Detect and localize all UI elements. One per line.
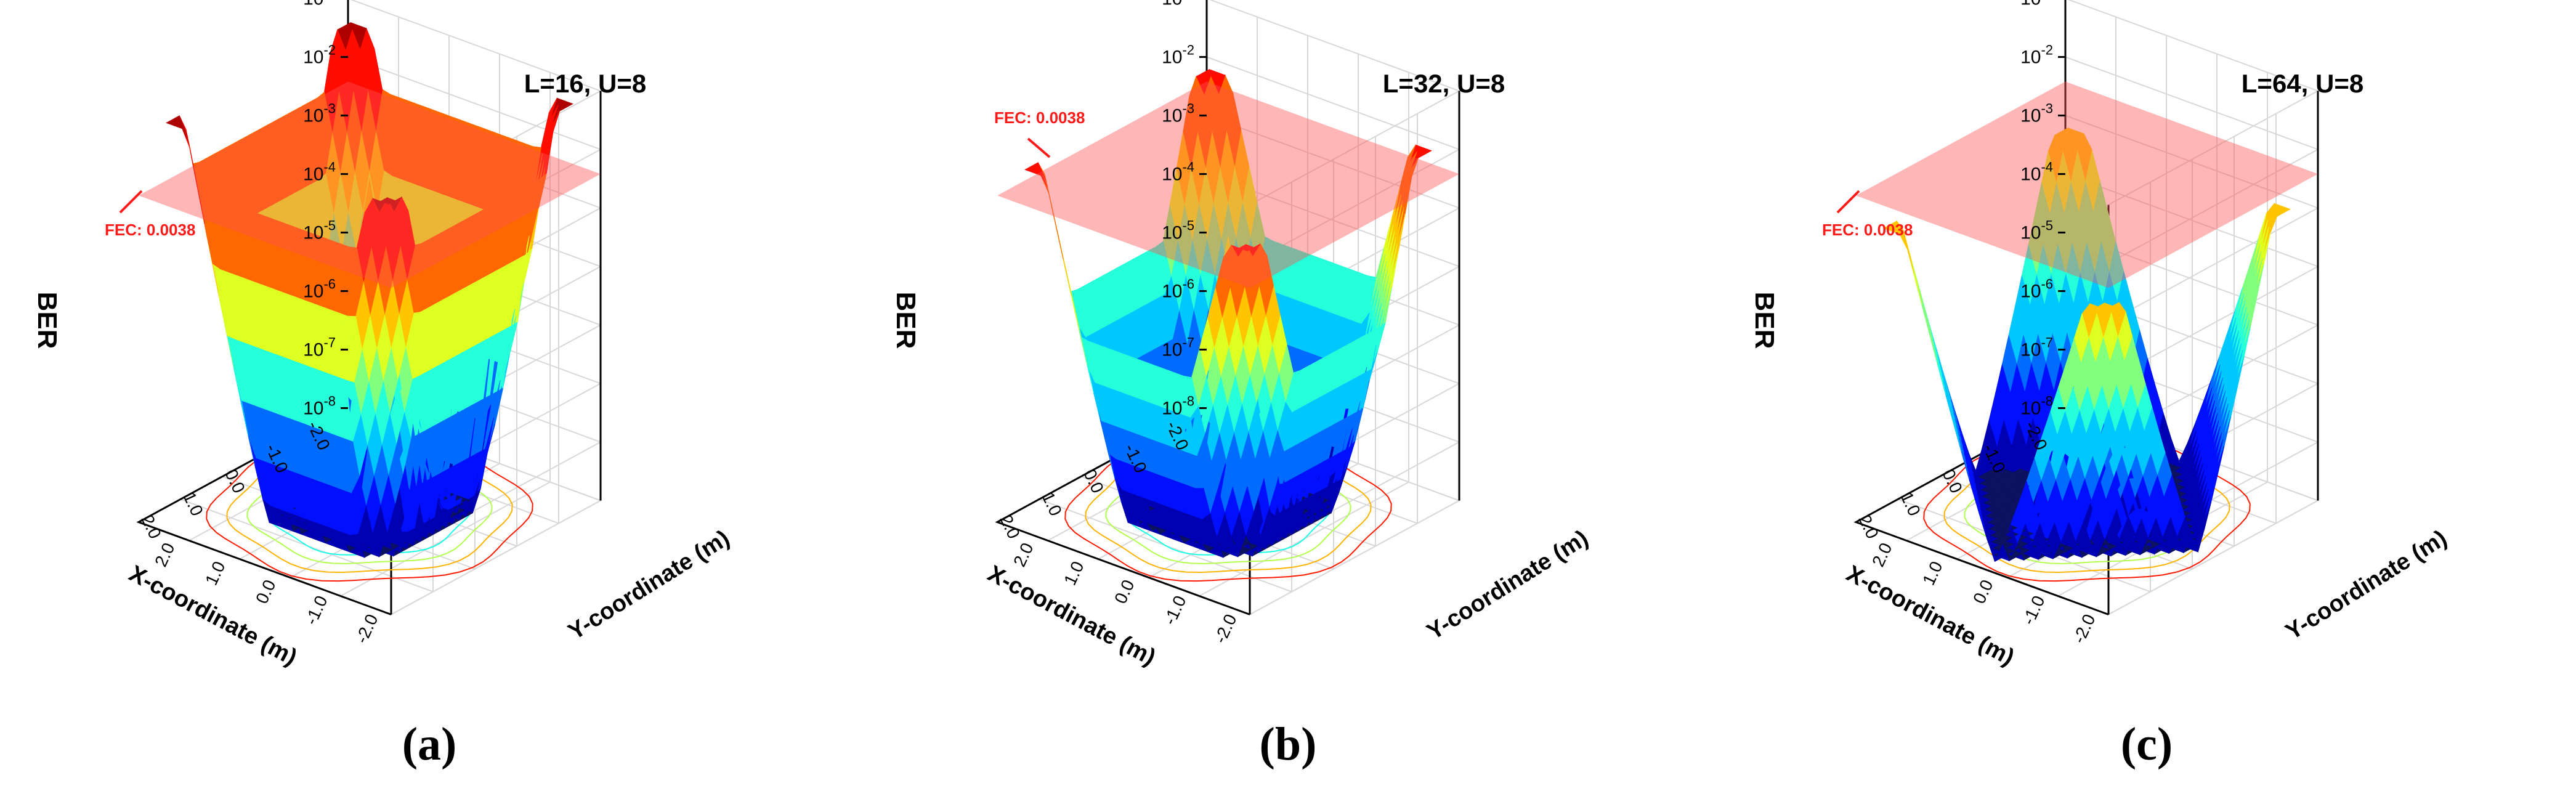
y-tick-label: 1.0 — [1919, 558, 1946, 588]
panel-c: 10-810-710-610-510-410-310-210-1-2.0-1.0… — [1717, 0, 2576, 791]
y-tick-label: -2.0 — [2069, 611, 2099, 646]
z-tick-label: 10-1 — [1162, 0, 1194, 9]
y-tick-label: 1.0 — [201, 558, 229, 588]
y-tick-label: 2.0 — [1010, 540, 1037, 569]
z-tick-label: 10-2 — [2020, 43, 2053, 68]
fec-threshold-plane — [997, 81, 1459, 288]
panel-b: 10-810-710-610-510-410-310-210-1-2.0-1.0… — [859, 0, 1717, 791]
ber-surface-b — [1024, 69, 1432, 559]
z-tick-label: 10-1 — [2020, 0, 2053, 9]
z-axis-label: BER — [1749, 292, 1780, 349]
surface-cell — [166, 119, 182, 126]
floor-gridline — [2108, 500, 2319, 615]
floor-gridline — [391, 500, 601, 615]
fec-annotation-c: FEC: 0.0038 — [1822, 190, 1913, 239]
chart-title: L=64, U=8 — [2242, 69, 2363, 98]
y-tick-label: -2.0 — [1210, 611, 1240, 646]
y-tick-label: 2.0 — [151, 540, 179, 569]
fec-label: FEC: 0.0038 — [1822, 221, 1913, 239]
z-tick-label: 10-2 — [1162, 43, 1194, 68]
panel-a: 10-810-710-610-510-410-310-210-1-2.0-1.0… — [0, 0, 859, 791]
ber-surface-a — [166, 22, 573, 559]
y-tick-label: 0.0 — [1969, 577, 1997, 606]
y-tick-label: 1.0 — [1060, 558, 1088, 588]
x-tick-label: 1.0 — [1038, 489, 1066, 519]
y-tick-label: 2.0 — [1868, 540, 1896, 569]
x-tick-label: 2.0 — [1855, 512, 1882, 542]
y-axis-label: Y-coordinate (m) — [564, 525, 734, 645]
fec-arrow — [1836, 190, 1860, 214]
caption-c: (c) — [2120, 718, 2173, 770]
floor-gridline — [1249, 500, 1460, 615]
fec-annotation-b: FEC: 0.0038 — [994, 108, 1085, 158]
surface-cell — [1024, 166, 1040, 173]
z-axis-label: BER — [891, 292, 921, 349]
y-tick-label: 0.0 — [1111, 577, 1138, 606]
surface-chart-b: 10-810-710-610-510-410-310-210-1-2.0-1.0… — [891, 0, 1593, 671]
x-tick-label: 2.0 — [137, 512, 165, 542]
x-tick-label: 2.0 — [996, 512, 1024, 542]
fec-arrow — [1027, 137, 1051, 158]
fec-threshold-plane — [1856, 81, 2318, 288]
chart-title: L=32, U=8 — [1383, 69, 1505, 98]
y-tick-label: -2.0 — [352, 611, 381, 646]
y-tick-label: 0.0 — [252, 577, 280, 606]
surface-cell — [1899, 233, 1914, 274]
caption-a: (a) — [402, 718, 457, 770]
fec-annotation-a: FEC: 0.0038 — [105, 190, 195, 239]
z-tick-label: 10-1 — [303, 0, 336, 9]
fec-threshold-plane — [139, 81, 601, 288]
y-axis-label: Y-coordinate (m) — [1422, 525, 1593, 645]
z-axis-label: BER — [32, 292, 62, 349]
y-axis-label: Y-coordinate (m) — [2281, 525, 2452, 645]
fec-arrow — [119, 190, 143, 214]
fec-label: FEC: 0.0038 — [994, 108, 1085, 127]
surface-chart-c: 10-810-710-610-510-410-310-210-1-2.0-1.0… — [1749, 0, 2452, 671]
ber-surface-c — [1883, 128, 2291, 562]
surface-cell — [1883, 224, 1899, 232]
chart-title: L=16, U=8 — [524, 69, 646, 98]
x-tick-label: 1.0 — [1897, 489, 1924, 519]
y-tick-label: -1.0 — [2019, 593, 2048, 628]
y-tick-label: -1.0 — [301, 593, 331, 628]
x-tick-label: 1.0 — [179, 489, 207, 519]
fec-label: FEC: 0.0038 — [105, 221, 195, 239]
caption-b: (b) — [1259, 718, 1317, 770]
surface-chart-a: 10-810-710-610-510-410-310-210-1-2.0-1.0… — [32, 0, 734, 671]
y-tick-label: -1.0 — [1160, 593, 1189, 628]
